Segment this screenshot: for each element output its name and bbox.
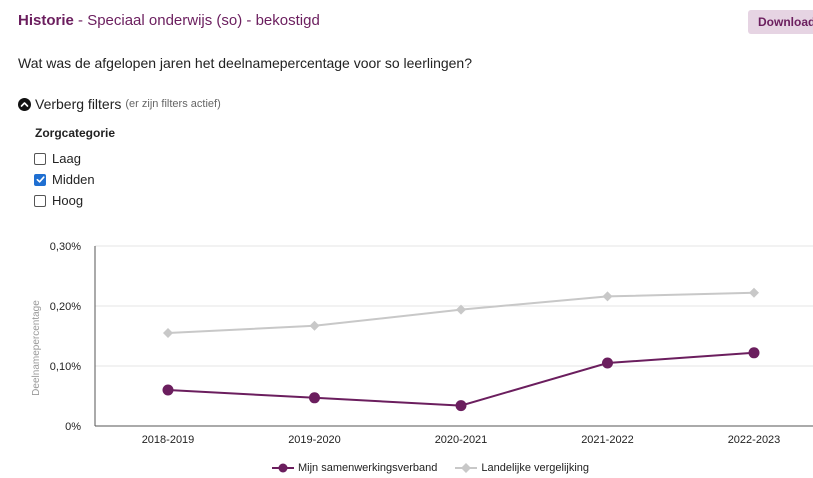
legend-marker-circle-icon	[272, 463, 294, 473]
filter-group-label: Zorgcategorie	[35, 126, 116, 140]
legend-label: Landelijke vergelijking	[481, 462, 590, 474]
data-point	[455, 400, 467, 412]
data-point	[602, 291, 613, 302]
data-point	[602, 357, 613, 369]
x-tick-label: 2019-2020	[288, 434, 341, 446]
series-line-0	[167, 351, 755, 407]
hide-filters-label: Verberg filters	[35, 96, 122, 112]
chevron-up-circle-icon	[18, 97, 31, 111]
checkbox-icon[interactable]	[34, 152, 46, 165]
x-tick-label: 2020-2021	[435, 434, 488, 446]
checkbox-hoog[interactable]: Hoog	[34, 193, 83, 208]
page-title: Historie	[18, 12, 74, 29]
data-point	[456, 304, 466, 315]
legend-item-series-0[interactable]: Mijn samenwerkingsverband	[272, 462, 437, 474]
filters-active-note: (er zijn filters actief)	[125, 98, 221, 110]
y-tick-label: 0,10%	[50, 361, 81, 373]
checked-checkbox-icon[interactable]	[34, 173, 46, 186]
y-axis-label: Deelnamepercentage	[31, 300, 42, 396]
checkbox-label: Hoog	[52, 193, 84, 208]
legend-label: Mijn samenwerkingsverband	[298, 462, 438, 474]
x-tick-label: 2022-2023	[728, 434, 781, 446]
y-tick-label: 0,30%	[50, 241, 81, 253]
y-tick-label: 0,20%	[50, 301, 81, 313]
checkbox-laag[interactable]: Laag	[34, 151, 81, 166]
data-point	[163, 328, 173, 338]
data-point	[309, 320, 320, 331]
legend-item-series-1[interactable]: Landelijke vergelijking	[455, 462, 589, 474]
hide-filters-toggle[interactable]: Verberg filters (er zijn filters actief)	[18, 96, 221, 112]
data-point	[748, 347, 760, 359]
chart-legend: Mijn samenwerkingsverband Landelijke ver…	[272, 462, 607, 474]
data-point	[749, 287, 759, 298]
page-subtitle: - Speciaal onderwijs (so) - bekostigd	[73, 12, 320, 29]
x-tick-label: 2018-2019	[142, 434, 195, 446]
chart-question: Wat was de afgelopen jaren het deelnamep…	[18, 55, 473, 71]
checkbox-midden[interactable]: Midden	[34, 172, 95, 187]
x-tick-label: 2021-2022	[581, 434, 634, 446]
data-point	[309, 392, 320, 404]
data-point	[162, 384, 174, 396]
checkbox-label: Midden	[52, 172, 95, 187]
legend-marker-diamond-icon	[455, 463, 478, 473]
page-header: Historie - Speciaal onderwijs (so) - bek…	[18, 12, 320, 29]
y-tick-label: 0%	[65, 421, 81, 433]
checkbox-icon[interactable]	[34, 194, 46, 207]
checkbox-label: Laag	[52, 151, 81, 166]
download-button[interactable]: Download	[748, 10, 813, 34]
